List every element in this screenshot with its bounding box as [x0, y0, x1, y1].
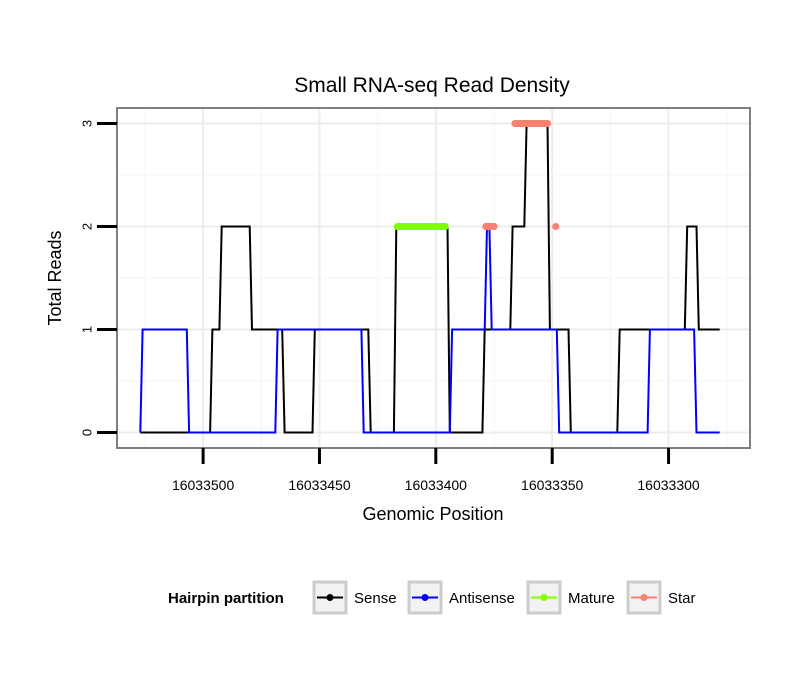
legend-key-point: [421, 594, 429, 601]
x-tick-label: 16033450: [288, 477, 351, 493]
legend-key-point: [326, 594, 334, 601]
legend: Hairpin partition Sense Antisense Mature St…: [168, 580, 696, 615]
x-axis: 16033500 16033450 16033400 16033350 16033300: [172, 448, 700, 493]
legend-label-mature: Mature: [568, 590, 615, 607]
data-point-star: [552, 223, 560, 230]
plot-border: [116, 107, 751, 449]
y-tick-label: 2: [80, 223, 95, 230]
legend-key-point: [640, 594, 648, 601]
legend-title: Hairpin partition: [168, 590, 284, 607]
x-tick-label: 16033500: [172, 477, 235, 493]
x-axis-label: Genomic Position: [362, 504, 503, 524]
legend-label-antisense: Antisense: [449, 590, 515, 607]
y-tick-label: 3: [80, 120, 95, 127]
x-tick-label: 16033350: [521, 477, 584, 493]
x-tick-label: 16033400: [405, 477, 468, 493]
y-tick-label: 1: [80, 326, 95, 333]
points-layer: [393, 119, 560, 230]
y-axis: 0 1 2 3: [80, 120, 117, 436]
legend-key-point: [540, 594, 548, 601]
chart-title: Small RNA-seq Read Density: [294, 74, 570, 97]
legend-label-sense: Sense: [354, 590, 397, 607]
x-tick-label: 16033300: [637, 477, 700, 493]
y-axis-label: Total Reads: [45, 230, 65, 325]
legend-label-star: Star: [668, 590, 696, 607]
y-tick-label: 0: [80, 429, 95, 436]
